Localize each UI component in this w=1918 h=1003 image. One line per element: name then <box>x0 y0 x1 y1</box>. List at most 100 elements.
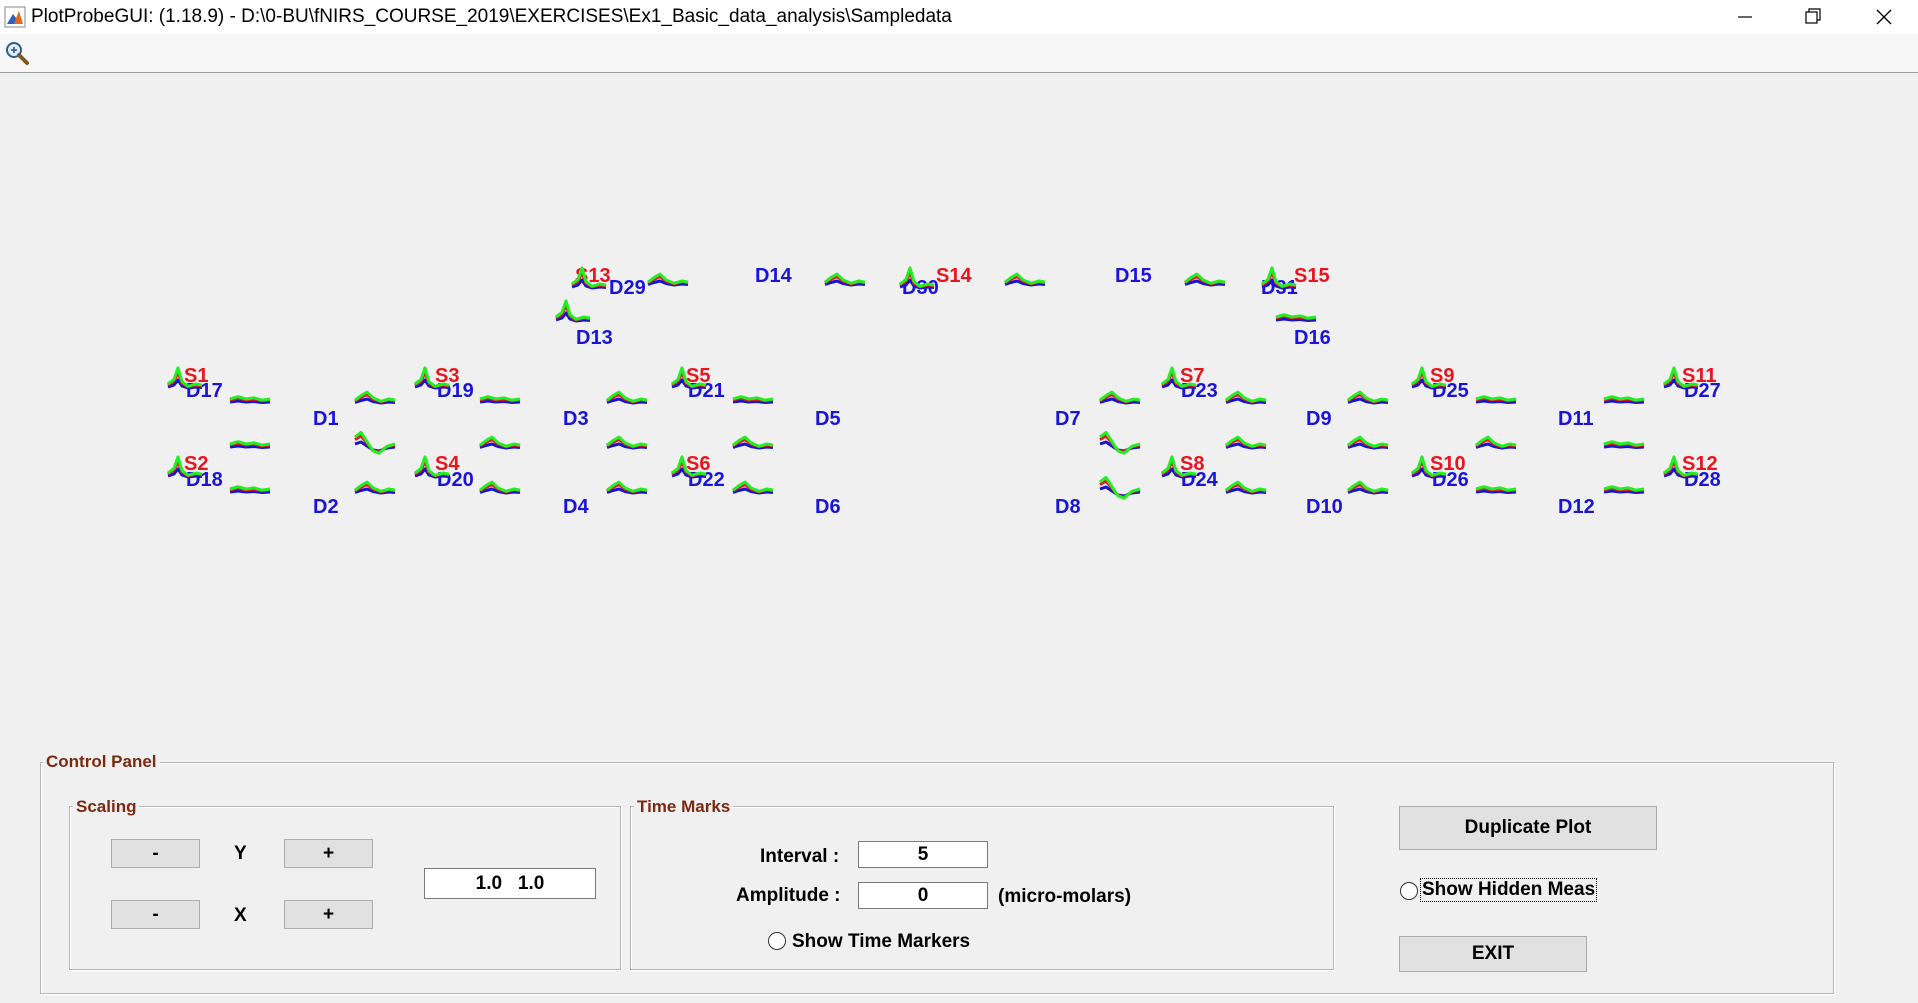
channel-trace[interactable] <box>555 299 591 323</box>
channel-trace[interactable] <box>1099 390 1141 405</box>
trace-line <box>1275 313 1317 320</box>
x-scale-plus-button[interactable]: + <box>284 900 373 929</box>
channel-trace[interactable] <box>1225 390 1267 405</box>
trace-line <box>647 272 689 285</box>
channel-trace[interactable] <box>1475 485 1517 494</box>
channel-trace[interactable] <box>1004 272 1046 287</box>
trace-line <box>1603 489 1645 494</box>
trace-line <box>606 390 648 403</box>
channel-trace[interactable] <box>229 395 271 404</box>
show-time-markers-radio[interactable] <box>768 932 786 950</box>
trace-line <box>167 366 203 388</box>
channel-trace[interactable] <box>1475 395 1517 404</box>
channel-trace[interactable] <box>229 440 271 449</box>
duplicate-plot-button[interactable]: Duplicate Plot <box>1399 806 1657 850</box>
channel-trace[interactable] <box>1161 455 1197 479</box>
zoom-in-icon[interactable] <box>4 40 30 66</box>
time-marks-group-title: Time Marks <box>634 797 734 817</box>
channel-trace[interactable] <box>354 390 396 405</box>
trace-line <box>167 455 203 477</box>
y-axis-label: Y <box>234 843 247 864</box>
channel-trace[interactable] <box>899 266 935 290</box>
x-scale-minus-button[interactable]: - <box>111 900 200 929</box>
channel-trace[interactable] <box>1603 485 1645 494</box>
channel-trace[interactable] <box>1099 476 1141 500</box>
trace-line <box>571 266 607 288</box>
channel-trace[interactable] <box>1099 431 1141 455</box>
channel-trace[interactable] <box>167 455 203 479</box>
minimize-icon <box>1738 16 1752 18</box>
channel-trace[interactable] <box>354 480 396 495</box>
channel-trace[interactable] <box>229 485 271 494</box>
detector-label-d15: D15 <box>1115 265 1152 287</box>
probe-plot-axes[interactable]: D1 D2 D3 D4 D5 D6 D7 D8 D9 D10 D11 D12 D13 D14 D15 D16 D… <box>0 73 1918 733</box>
trace-line <box>167 378 203 390</box>
channel-trace[interactable] <box>1347 480 1389 495</box>
channel-trace[interactable] <box>1475 435 1517 450</box>
channel-trace[interactable] <box>1275 313 1317 322</box>
channel-trace[interactable] <box>1663 455 1699 479</box>
scale-value-field[interactable]: 1.0 1.0 <box>424 868 596 899</box>
restore-button[interactable] <box>1782 0 1844 34</box>
trace-line <box>671 366 707 388</box>
channel-trace[interactable] <box>1603 440 1645 449</box>
trace-line <box>671 467 707 479</box>
trace-line <box>1603 444 1645 449</box>
channel-trace[interactable] <box>606 390 648 405</box>
detector-label-d11: D11 <box>1558 408 1594 430</box>
channel-trace[interactable] <box>479 435 521 450</box>
channel-trace[interactable] <box>167 366 203 390</box>
detector-label-d8: D8 <box>1055 496 1081 518</box>
trace-line <box>1099 476 1141 500</box>
channel-trace[interactable] <box>571 266 607 290</box>
trace-line <box>1099 397 1141 405</box>
trace-line <box>1225 435 1267 448</box>
minimize-button[interactable] <box>1714 0 1776 34</box>
restore-icon <box>1805 8 1821 24</box>
detector-label-d7: D7 <box>1055 408 1081 430</box>
channel-trace[interactable] <box>1225 480 1267 495</box>
channel-trace[interactable] <box>671 455 707 479</box>
channel-trace[interactable] <box>1347 435 1389 450</box>
channel-trace[interactable] <box>671 366 707 390</box>
channel-trace[interactable] <box>1161 366 1197 390</box>
detector-label-d13: D13 <box>576 327 613 349</box>
channel-trace[interactable] <box>479 480 521 495</box>
detector-label-d14: D14 <box>755 265 793 287</box>
show-hidden-meas-radio[interactable] <box>1400 882 1418 900</box>
show-time-markers-label[interactable]: Show Time Markers <box>792 931 971 952</box>
channel-trace[interactable] <box>606 435 648 450</box>
interval-field[interactable]: 5 <box>858 841 988 868</box>
channel-trace[interactable] <box>414 455 450 479</box>
close-button[interactable] <box>1852 0 1914 34</box>
channel-trace[interactable] <box>1603 395 1645 404</box>
channel-trace[interactable] <box>606 480 648 495</box>
exit-button[interactable]: EXIT <box>1399 936 1587 972</box>
source-label-s2: S2 <box>184 453 208 475</box>
y-scale-plus-button[interactable]: + <box>284 839 373 868</box>
show-hidden-meas-label[interactable]: Show Hidden Meas <box>1419 878 1598 902</box>
channel-trace[interactable] <box>824 272 866 287</box>
channel-trace[interactable] <box>1261 266 1297 290</box>
trace-line <box>1161 366 1197 388</box>
trace-line <box>606 487 648 495</box>
trace-line <box>479 435 521 448</box>
channel-trace[interactable] <box>1184 272 1226 287</box>
channel-trace[interactable] <box>1225 435 1267 450</box>
channel-trace[interactable] <box>1347 390 1389 405</box>
channel-trace[interactable] <box>1663 366 1699 390</box>
channel-trace[interactable] <box>479 395 521 404</box>
channel-trace[interactable] <box>414 366 450 390</box>
figure-toolbar <box>0 34 1918 73</box>
channel-trace[interactable] <box>647 272 689 287</box>
channel-trace[interactable] <box>732 435 774 450</box>
channel-trace[interactable] <box>732 480 774 495</box>
channel-trace[interactable] <box>732 395 774 404</box>
source-label-s1: S1 <box>184 365 208 387</box>
y-scale-minus-button[interactable]: - <box>111 839 200 868</box>
trace-line <box>1663 455 1699 477</box>
channel-trace[interactable] <box>1411 366 1447 390</box>
amplitude-field[interactable]: 0 <box>858 882 988 909</box>
channel-trace[interactable] <box>354 431 396 455</box>
channel-trace[interactable] <box>1411 455 1447 479</box>
